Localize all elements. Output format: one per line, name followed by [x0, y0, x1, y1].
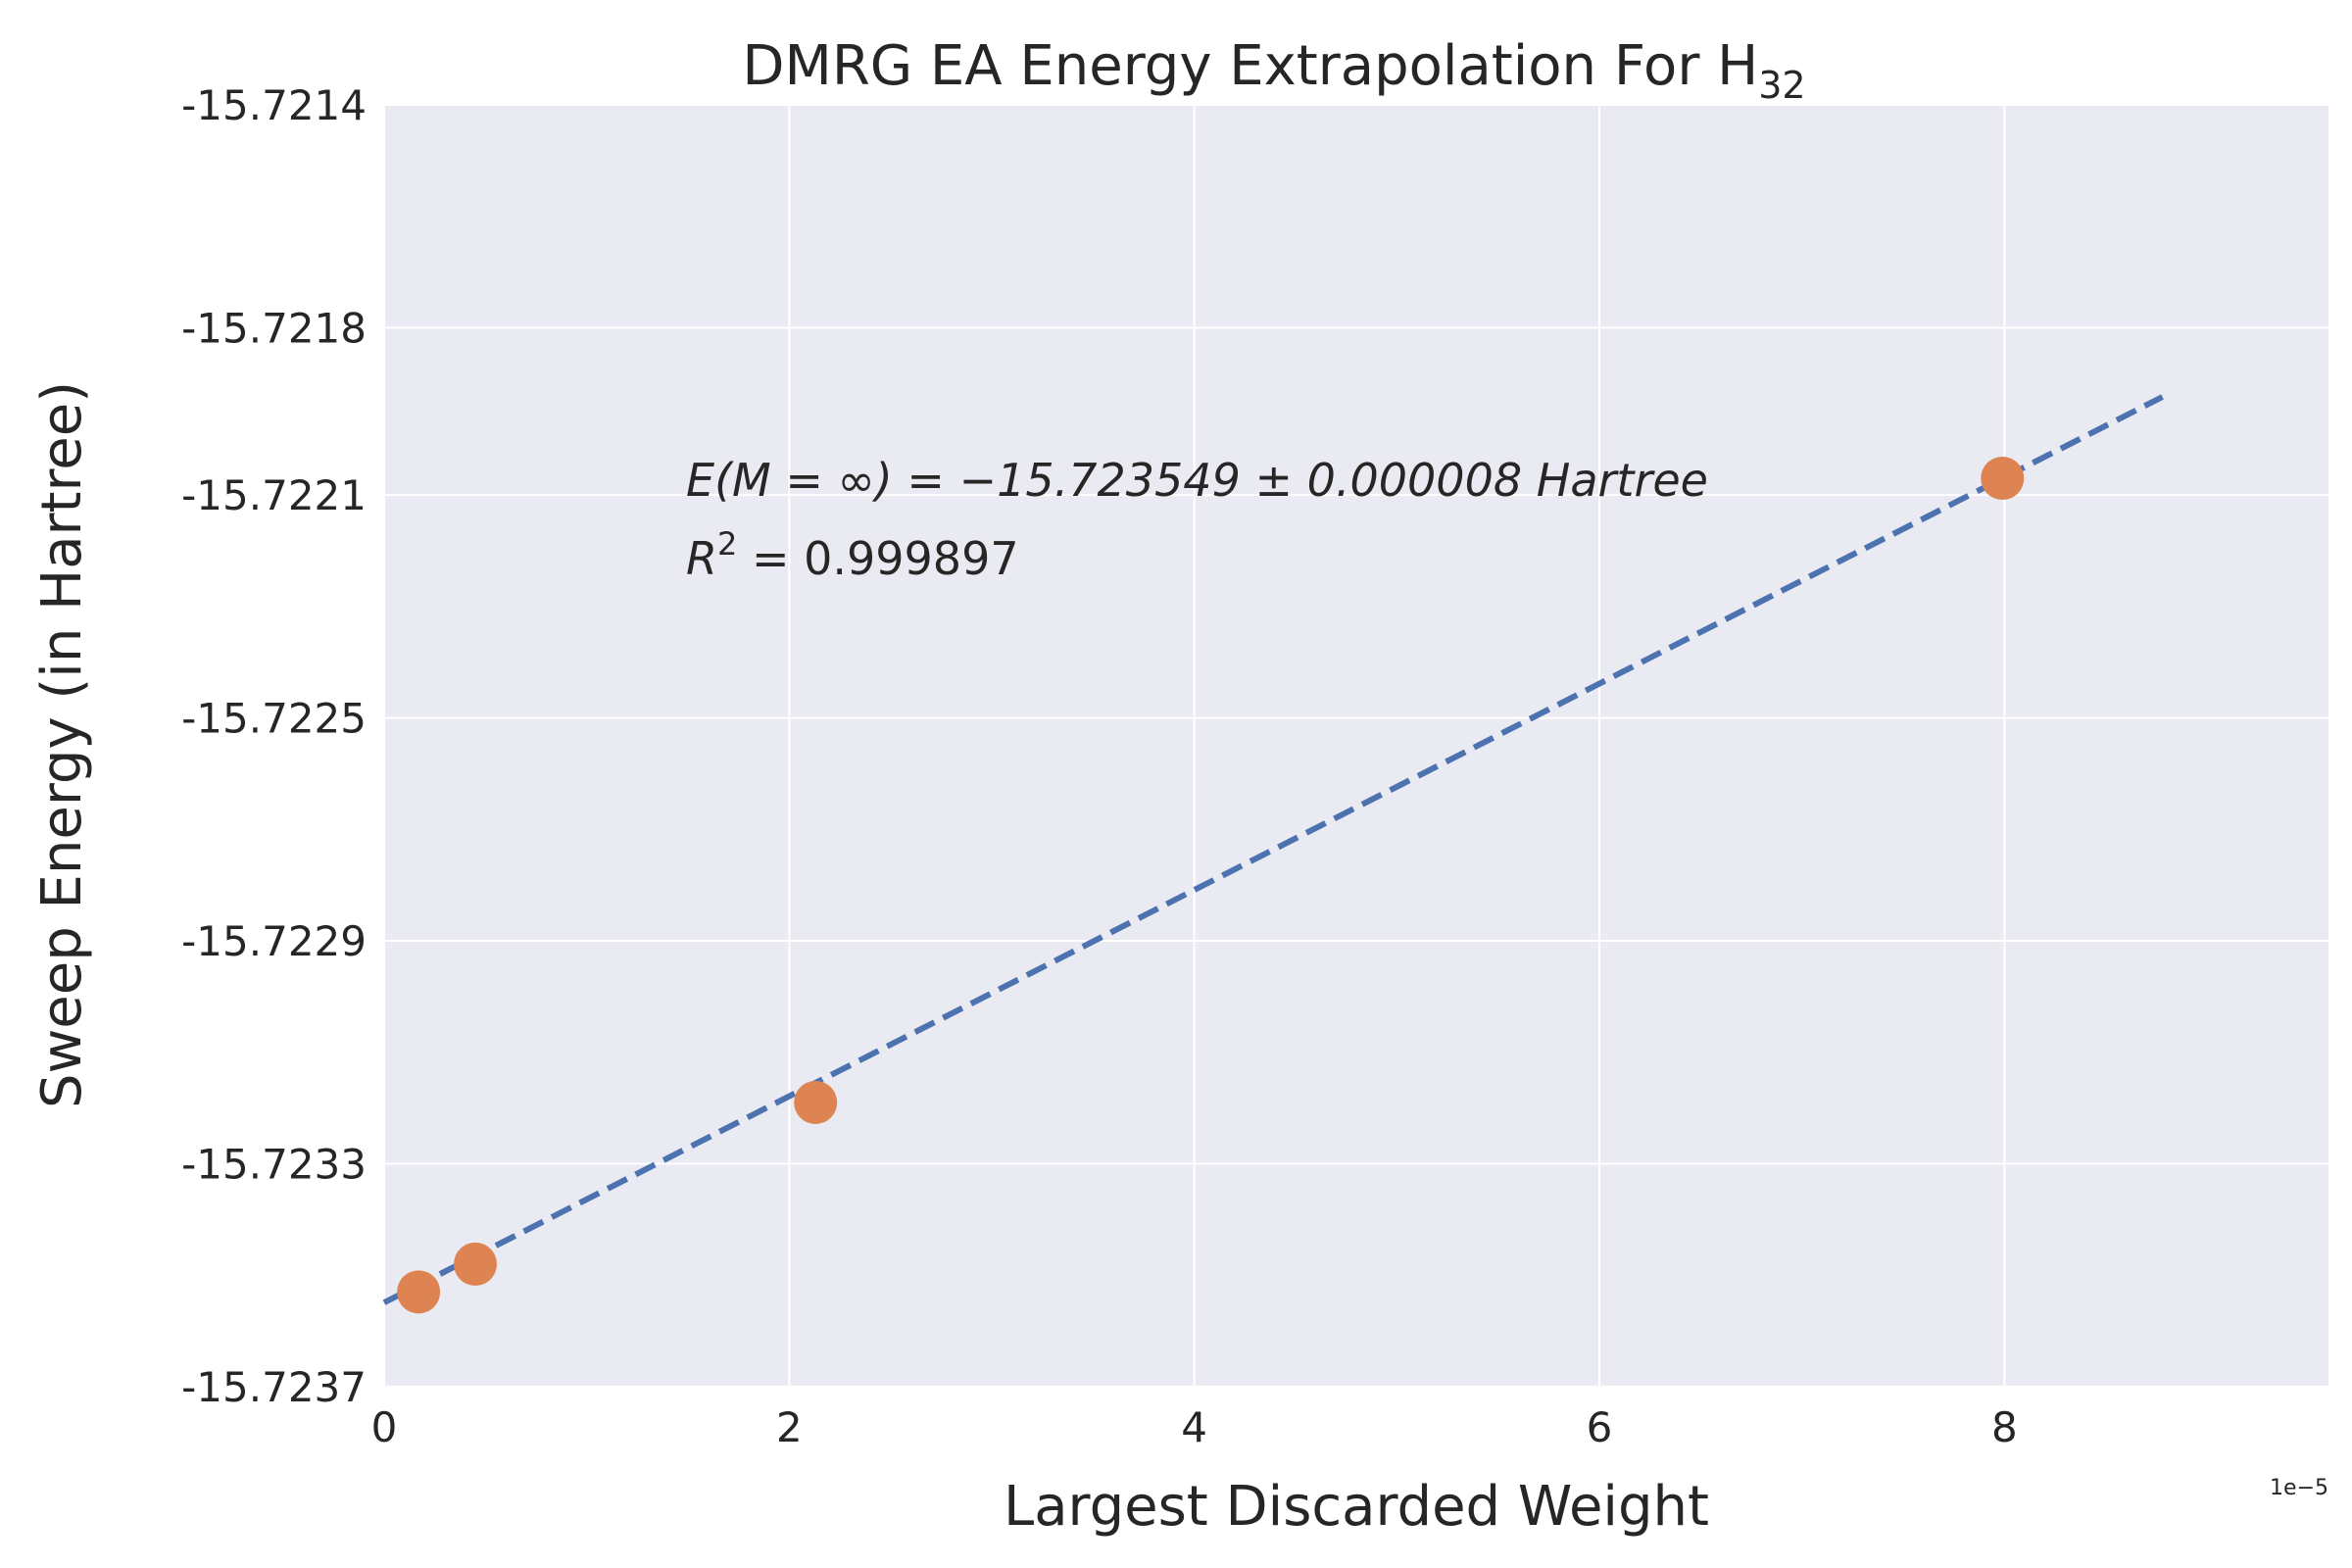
data-point	[1981, 457, 2025, 501]
plot-area	[384, 105, 2328, 1387]
x-tick-label: 8	[1991, 1403, 2018, 1451]
tick-labels: 0 2 4 6 8 -15.7214 -15.7218 -15.7221 -15.7225 -15…	[181, 81, 2018, 1451]
x-axis-label: Largest Discarded Weight	[1004, 1475, 1709, 1539]
x-tick-label: 4	[1181, 1403, 1207, 1451]
x-tick-label: 6	[1587, 1403, 1613, 1451]
y-tick-label: -15.7229	[181, 917, 367, 965]
data-point	[794, 1080, 838, 1124]
y-axis-label: Sweep Energy (in Hartree)	[30, 381, 94, 1108]
y-tick-label: -15.7237	[181, 1363, 367, 1411]
grid	[383, 104, 2328, 1388]
y-tick-label: -15.7221	[181, 471, 367, 519]
x-offset-label: 1e−5	[2270, 1476, 2328, 1500]
chart-title-subscript: 32	[1758, 64, 1805, 107]
x-tick-label: 0	[371, 1403, 398, 1451]
fit-line	[382, 394, 2164, 1305]
chart-title: DMRG EA Energy Extrapolation For H32	[742, 34, 1805, 107]
x-tick-label: 2	[776, 1403, 803, 1451]
y-tick-label: -15.7218	[181, 304, 367, 352]
y-tick-label: -15.7225	[181, 695, 367, 743]
fit-annotation-r2: R2 = 0.999897	[686, 525, 1019, 585]
data-point	[397, 1270, 441, 1314]
fit-annotation-energy: E(M = ∞) = −15.723549 ± 0.000008 Hartree	[686, 454, 1708, 507]
y-tick-label: -15.7214	[181, 81, 367, 129]
data-point	[454, 1242, 497, 1286]
data-points	[397, 457, 2025, 1314]
y-tick-label: -15.7233	[181, 1141, 367, 1189]
fit-line-group	[382, 394, 2164, 1305]
